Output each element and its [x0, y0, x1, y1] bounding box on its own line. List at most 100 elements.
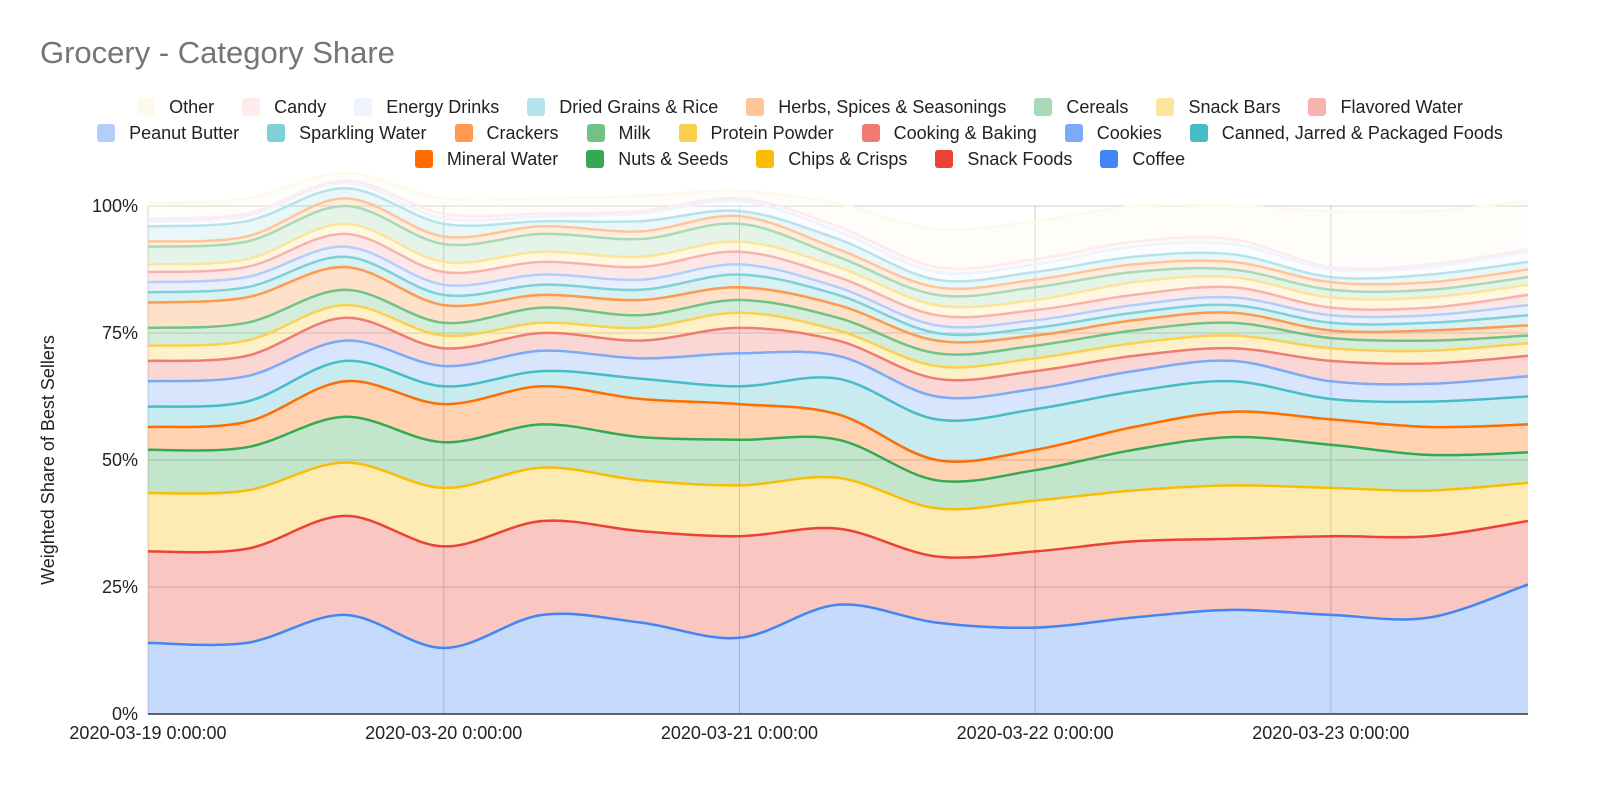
legend-item[interactable]: Other	[137, 97, 214, 118]
legend-swatch	[454, 124, 473, 142]
y-tick-label: 75%	[102, 323, 138, 343]
area-snack-bars	[148, 223, 1528, 318]
area-mineral-water	[148, 381, 1528, 482]
legend-swatch	[935, 150, 954, 168]
legend-label: Nuts & Seeds	[618, 148, 729, 169]
line-coffee	[147, 583, 1529, 650]
legend-label: Flavored Water	[1340, 96, 1463, 117]
line-cereals	[147, 204, 1529, 298]
legend-label: Crackers	[486, 122, 559, 143]
legend-swatch	[746, 98, 765, 116]
legend-swatch	[267, 124, 286, 142]
legend-swatch	[756, 150, 775, 168]
line-snack-bars	[147, 222, 1529, 309]
line-herbs-spices-seasonings	[147, 197, 1529, 291]
line-snack-foods	[147, 514, 1529, 559]
legend-item[interactable]: Cereals	[1034, 97, 1128, 118]
line-cooking-baking	[147, 316, 1529, 382]
area-sparkling-water	[148, 256, 1528, 343]
legend-item[interactable]: Cooking & Baking	[861, 122, 1037, 144]
line-candy	[147, 179, 1529, 271]
legend-swatch	[97, 124, 116, 142]
x-tick-label: 2020-03-23 0:00:00	[1252, 723, 1409, 743]
line-milk	[147, 288, 1529, 356]
legend-item[interactable]: Peanut Butter	[97, 123, 239, 144]
legend-item[interactable]: Sparkling Water	[267, 123, 427, 144]
legend-label: Snack Bars	[1188, 96, 1281, 117]
line-layer	[147, 171, 1529, 650]
area-crackers	[148, 266, 1528, 355]
area-milk	[148, 289, 1528, 368]
legend-label: Protein Powder	[710, 122, 834, 143]
legend-item[interactable]: Crackers	[454, 122, 559, 144]
legend-label: Candy	[274, 96, 327, 117]
legend-swatch	[1064, 124, 1083, 142]
legend-label: Energy Drinks	[386, 96, 500, 117]
line-energy-drinks	[147, 181, 1529, 275]
legend-swatch	[1189, 124, 1208, 142]
legend-item[interactable]: Candy	[242, 97, 326, 118]
y-tick-label: 50%	[102, 450, 138, 470]
legend-swatch	[586, 150, 605, 168]
line-crackers	[147, 265, 1529, 344]
line-peanut-butter	[147, 245, 1529, 329]
y-tick-label: 100%	[92, 196, 138, 216]
line-flavored-water	[147, 232, 1529, 319]
area-canned-jarred-packaged-foods	[148, 360, 1528, 462]
legend-item[interactable]: Milk	[586, 123, 651, 144]
legend-swatch	[242, 98, 261, 116]
legend-item[interactable]: Canned, Jarred & Packaged Foods	[1189, 122, 1503, 144]
legend-swatch	[861, 124, 880, 142]
legend-swatch	[527, 98, 546, 116]
line-canned-jarred-packaged-foods	[147, 359, 1529, 422]
legend-item[interactable]: Protein Powder	[678, 122, 834, 144]
area-other	[148, 173, 1528, 269]
line-sparkling-water	[147, 255, 1529, 337]
area-flavored-water	[148, 233, 1528, 328]
area-dried-grains-rice	[148, 188, 1528, 289]
legend-label: Coffee	[1132, 148, 1186, 169]
legend-swatch	[137, 98, 156, 116]
legend-item[interactable]: Herbs, Spices & Seasonings	[746, 97, 1006, 118]
legend-label: Canned, Jarred & Packaged Foods	[1221, 122, 1503, 143]
legend-item[interactable]: Snack Bars	[1156, 97, 1280, 118]
x-tick-label: 2020-03-19 0:00:00	[69, 723, 226, 743]
legend-label: Chips & Crisps	[788, 148, 908, 169]
line-nuts-seeds	[147, 415, 1529, 483]
area-coffee	[148, 584, 1528, 714]
legend-swatch	[1100, 150, 1119, 168]
y-axis-label: Weighted Share of Best Sellers	[38, 335, 58, 585]
legend-item[interactable]: Mineral Water	[414, 148, 559, 170]
y-tick-label: 25%	[102, 577, 138, 597]
legend-item[interactable]: Cookies	[1064, 123, 1162, 144]
area-peanut-butter	[148, 246, 1528, 336]
y-tick-label: 0%	[112, 704, 138, 724]
legend-item[interactable]: Nuts & Seeds	[586, 149, 728, 170]
area-cooking-baking	[148, 317, 1528, 399]
legend-item[interactable]: Flavored Water	[1308, 96, 1463, 118]
legend-item[interactable]: Dried Grains & Rice	[527, 97, 718, 118]
legend-swatch	[586, 124, 605, 142]
legend-label: Dried Grains & Rice	[559, 96, 719, 117]
legend-item[interactable]: Energy Drinks	[354, 97, 499, 118]
legend-swatch	[1308, 98, 1327, 116]
line-dried-grains-rice	[147, 186, 1529, 283]
chart-legend: Other Candy Energy Drinks Dried Grains & Ri…	[30, 94, 1570, 172]
legend-item[interactable]: Chips & Crisps	[756, 149, 907, 170]
legend-label: Cooking & Baking	[893, 122, 1037, 143]
legend-row: Other Candy Energy Drinks Dried Grains & Ri…	[30, 94, 1570, 120]
legend-label: Herbs, Spices & Seasonings	[778, 96, 1007, 117]
legend-label: Mineral Water	[446, 148, 559, 169]
chart-title: Grocery - Category Share	[40, 35, 395, 70]
area-cereals	[148, 205, 1528, 308]
legend-item[interactable]: Snack Foods	[935, 149, 1072, 170]
legend-swatch	[354, 98, 373, 116]
legend-item[interactable]: Coffee	[1100, 149, 1185, 170]
x-tick-label: 2020-03-22 0:00:00	[957, 723, 1114, 743]
line-protein-powder	[147, 303, 1529, 369]
legend-label: Peanut Butter	[129, 122, 240, 143]
area-snack-foods	[148, 515, 1528, 648]
legend-row: Peanut Butter Sparkling Water Crackers Milk…	[30, 120, 1570, 146]
legend-label: Cereals	[1066, 96, 1129, 117]
